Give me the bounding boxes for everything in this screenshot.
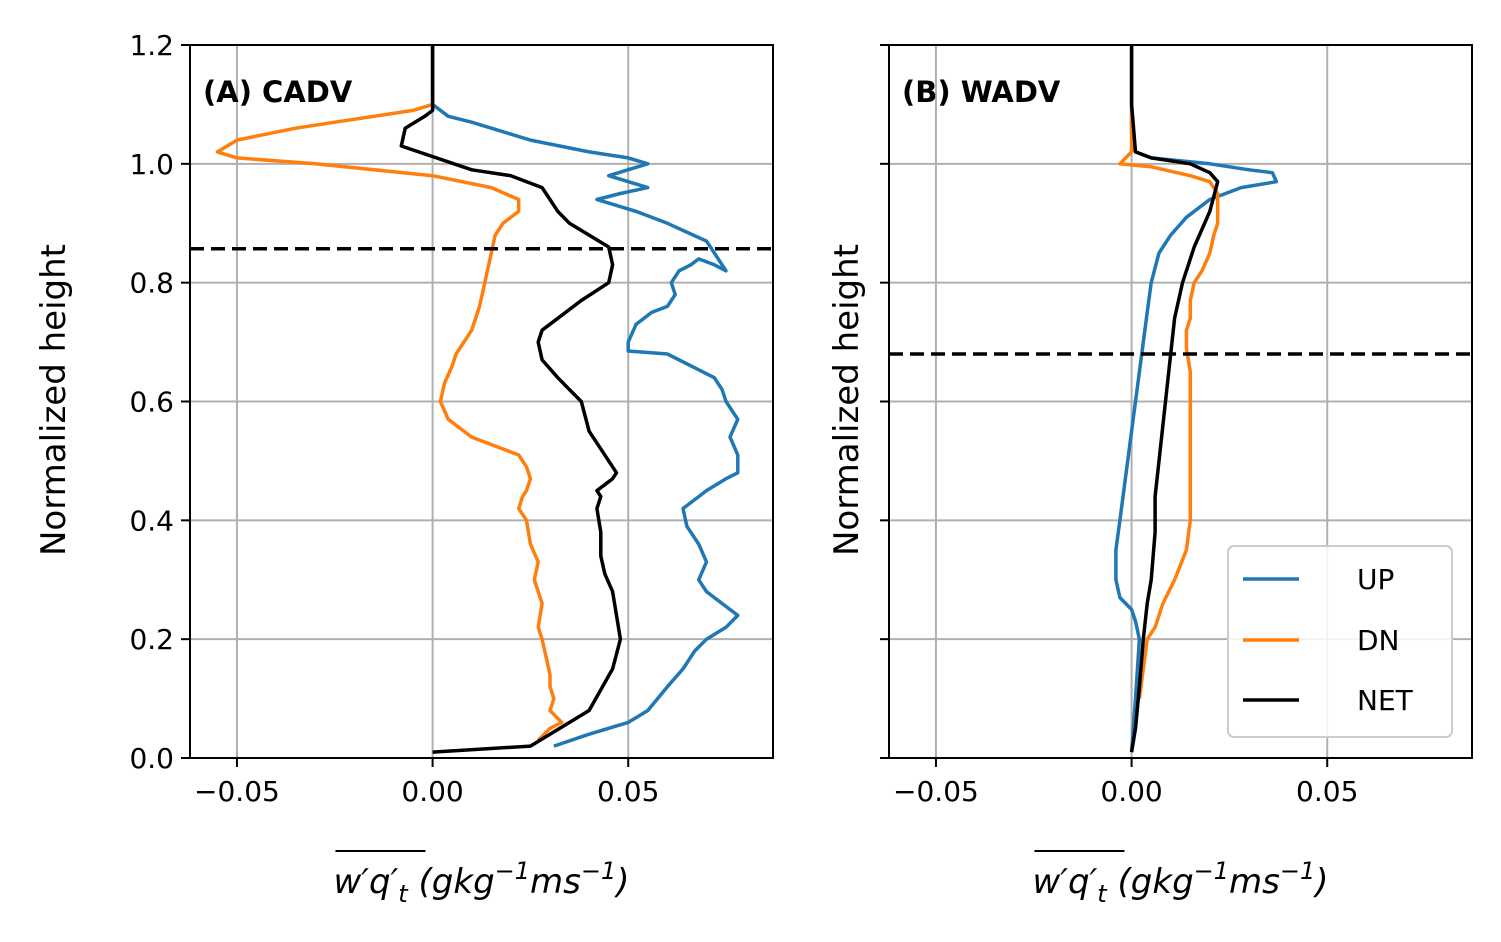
- x-axis-label-text: w′q′t (gkg−1ms−1): [333, 857, 629, 908]
- panel-title: (B) WADV: [902, 75, 1061, 109]
- series-line-dn: [1118, 45, 1220, 699]
- y-axis-label: Normalized height: [827, 244, 867, 556]
- series-group: [215, 45, 740, 754]
- x-tick-label: 0.05: [597, 775, 659, 808]
- legend-frame: [1227, 545, 1453, 738]
- y-tick-label: 0.0: [129, 742, 174, 775]
- x-tick-label: 0.00: [401, 775, 463, 808]
- x-axis-label: w′q′t (gkg−1ms−1): [333, 850, 630, 908]
- y-tick-label: 0.2: [129, 623, 174, 656]
- tick-group: −0.05 0.00 0.05: [880, 44, 1358, 808]
- tick-group: −0.05 0.00 0.05 0.0 0.2 0.4 0.6 0.8 1.0 1.2: [129, 29, 659, 808]
- x-tick-label: −0.05: [194, 775, 280, 808]
- y-tick-label: 1.0: [129, 148, 174, 181]
- series-line-net: [399, 45, 623, 754]
- y-tick-label: 0.8: [129, 267, 174, 300]
- overlined-term: w′q′: [333, 862, 398, 902]
- y-tick-label: 0.6: [129, 386, 174, 419]
- y-tick-label: 0.4: [129, 504, 174, 537]
- y-tick-label: 1.2: [129, 29, 174, 62]
- x-axis-label-text: w′q′t (gkg−1ms−1): [1032, 857, 1328, 908]
- legend-label-dn: DN: [1357, 624, 1400, 657]
- x-axis-label: w′q′t (gkg−1ms−1): [1032, 850, 1329, 908]
- series-line-net: [1129, 45, 1220, 753]
- x-tick-label: 0.05: [1296, 775, 1358, 808]
- x-tick-label: 0.00: [1100, 775, 1162, 808]
- overlined-term: w′q′: [1032, 862, 1097, 902]
- grid: [190, 44, 773, 759]
- series-line-dn: [215, 45, 564, 742]
- legend: UP DN NET: [1227, 545, 1453, 738]
- series-line-up: [1114, 45, 1279, 753]
- panel-cadv: −0.05 0.00 0.05 0.0 0.2 0.4 0.6 0.8 1.0 1.2 (A) C…: [34, 29, 774, 908]
- legend-label-net: NET: [1357, 684, 1414, 717]
- y-axis-label: Normalized height: [34, 244, 74, 556]
- series-line-up: [430, 45, 740, 748]
- x-tick-label: −0.05: [893, 775, 979, 808]
- panel-title: (A) CADV: [203, 75, 353, 109]
- panel-wadv: −0.05 0.00 0.05 (B) WADV Normalized height…: [827, 44, 1473, 908]
- legend-label-up: UP: [1357, 563, 1394, 596]
